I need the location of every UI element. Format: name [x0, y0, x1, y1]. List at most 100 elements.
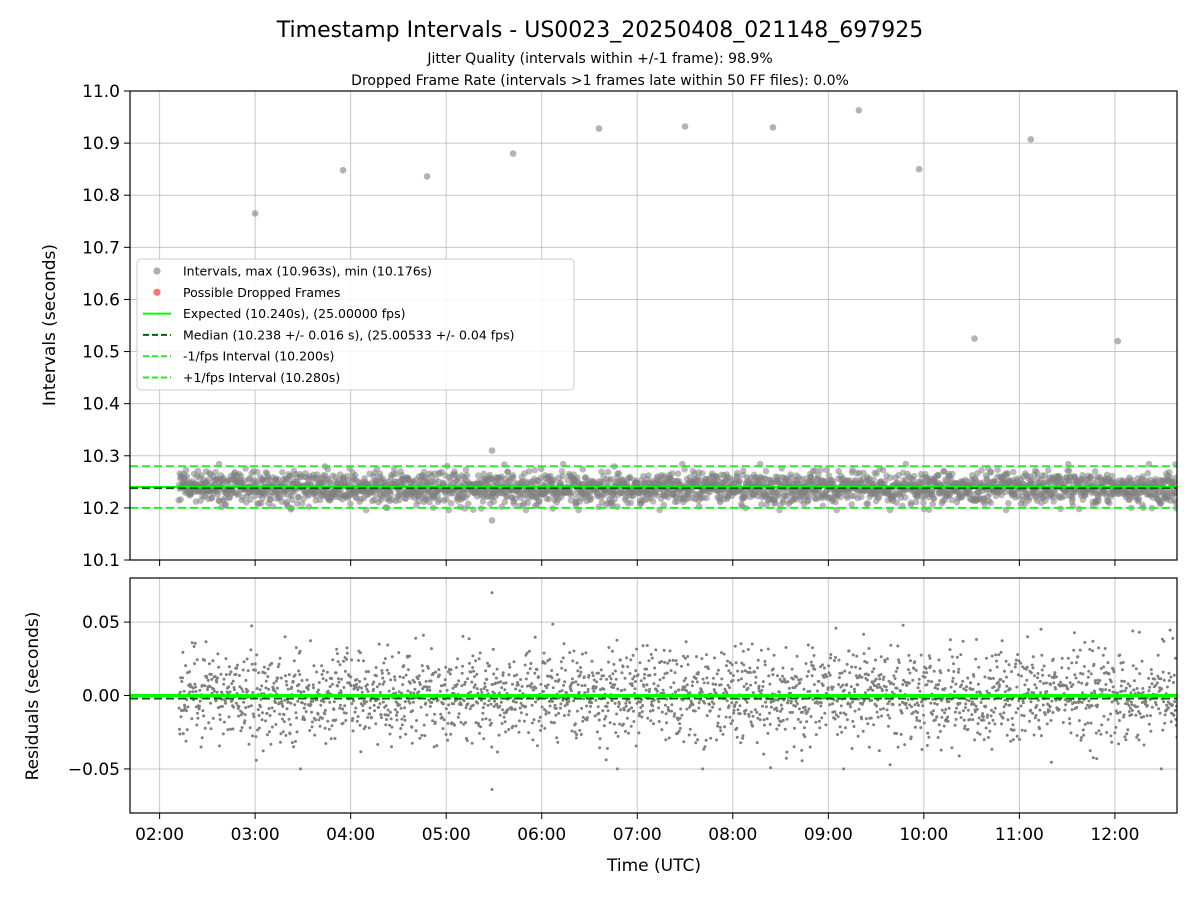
residual-point — [756, 666, 760, 670]
residual-point — [444, 733, 448, 736]
residual-point — [199, 745, 203, 749]
residual-point — [323, 712, 327, 716]
residual-point — [186, 705, 190, 709]
residual-point — [477, 657, 481, 661]
residual-point — [444, 707, 448, 711]
residual-point — [551, 700, 554, 703]
residual-point — [563, 704, 567, 708]
residual-point — [865, 661, 869, 664]
residual-point — [1031, 666, 1035, 670]
residual-point — [831, 702, 834, 706]
residual-point — [886, 702, 890, 706]
residual-point — [560, 689, 564, 693]
residual-point — [897, 661, 901, 664]
residual-point — [358, 651, 362, 655]
residual-point — [952, 662, 955, 666]
residual-point — [460, 684, 464, 688]
residual-point — [650, 656, 654, 660]
residual-point — [900, 711, 904, 715]
residual-point — [569, 689, 573, 693]
residual-point — [667, 709, 671, 713]
residual-point — [341, 707, 345, 711]
interval-point — [649, 498, 657, 505]
residual-point — [1041, 703, 1045, 707]
residual-point — [706, 667, 710, 671]
residual-point — [1044, 681, 1048, 685]
residual-point — [534, 700, 538, 704]
residual-point — [519, 701, 523, 705]
residual-point — [1033, 674, 1036, 678]
interval-outlier-point — [971, 335, 978, 342]
residual-point — [299, 690, 303, 694]
residual-point — [781, 674, 784, 678]
residual-point — [613, 683, 617, 687]
residual-point — [464, 706, 468, 710]
residual-point — [940, 715, 944, 719]
residual-point — [555, 673, 559, 677]
residual-point — [358, 723, 362, 727]
residual-point — [619, 708, 623, 712]
residual-point — [816, 701, 820, 705]
residual-point — [778, 690, 781, 694]
residual-point — [487, 699, 491, 703]
residual-point — [684, 676, 688, 680]
interval-point — [1002, 488, 1009, 496]
residual-point — [267, 687, 271, 691]
residual-point — [813, 667, 817, 671]
residual-point — [673, 712, 677, 716]
residual-point — [869, 716, 873, 720]
residual-point — [381, 676, 385, 680]
residual-point — [567, 713, 571, 717]
residual-point — [937, 723, 941, 727]
residual-point — [485, 677, 489, 681]
residual-point — [1048, 705, 1052, 709]
interval-point — [604, 468, 612, 476]
residual-point — [593, 714, 597, 718]
residual-point — [638, 700, 642, 704]
residual-point — [559, 702, 563, 706]
residual-point — [366, 690, 370, 693]
residual-point — [947, 668, 950, 672]
interval-point — [212, 468, 219, 476]
residual-point — [522, 719, 526, 723]
residual-point — [196, 711, 199, 715]
residual-point — [853, 690, 857, 694]
residual-point — [784, 646, 788, 649]
interval-point — [911, 472, 918, 480]
residual-point — [234, 672, 238, 676]
residual-point — [836, 733, 839, 736]
y-tick-label: 10.1 — [82, 551, 120, 571]
residual-point — [935, 702, 939, 706]
residual-point — [648, 709, 652, 713]
residual-point — [417, 690, 421, 694]
residual-point — [915, 701, 919, 705]
residual-point — [826, 686, 830, 690]
residual-point — [406, 689, 410, 693]
residual-point — [964, 702, 968, 706]
residual-point — [898, 703, 902, 707]
residual-point — [408, 681, 412, 685]
residual-point — [954, 682, 958, 686]
residual-point — [1004, 702, 1008, 706]
residual-point — [247, 705, 251, 709]
residual-point — [519, 711, 523, 715]
residual-point — [810, 674, 814, 678]
residual-point — [474, 721, 478, 725]
residual-point — [718, 725, 722, 729]
residual-point — [242, 700, 246, 704]
interval-point — [627, 499, 635, 507]
residual-point — [871, 688, 875, 692]
residual-point — [777, 723, 781, 727]
residual-point — [870, 698, 874, 702]
residual-point — [1037, 718, 1041, 722]
residual-point — [547, 711, 551, 715]
residual-point — [395, 710, 399, 714]
residual-point — [889, 681, 893, 685]
residual-point — [542, 651, 546, 655]
residual-point — [526, 684, 529, 688]
residual-point — [749, 720, 753, 724]
interval-point — [1173, 489, 1177, 497]
residual-point — [181, 650, 185, 654]
residual-point — [475, 672, 479, 676]
residual-point — [642, 684, 646, 688]
